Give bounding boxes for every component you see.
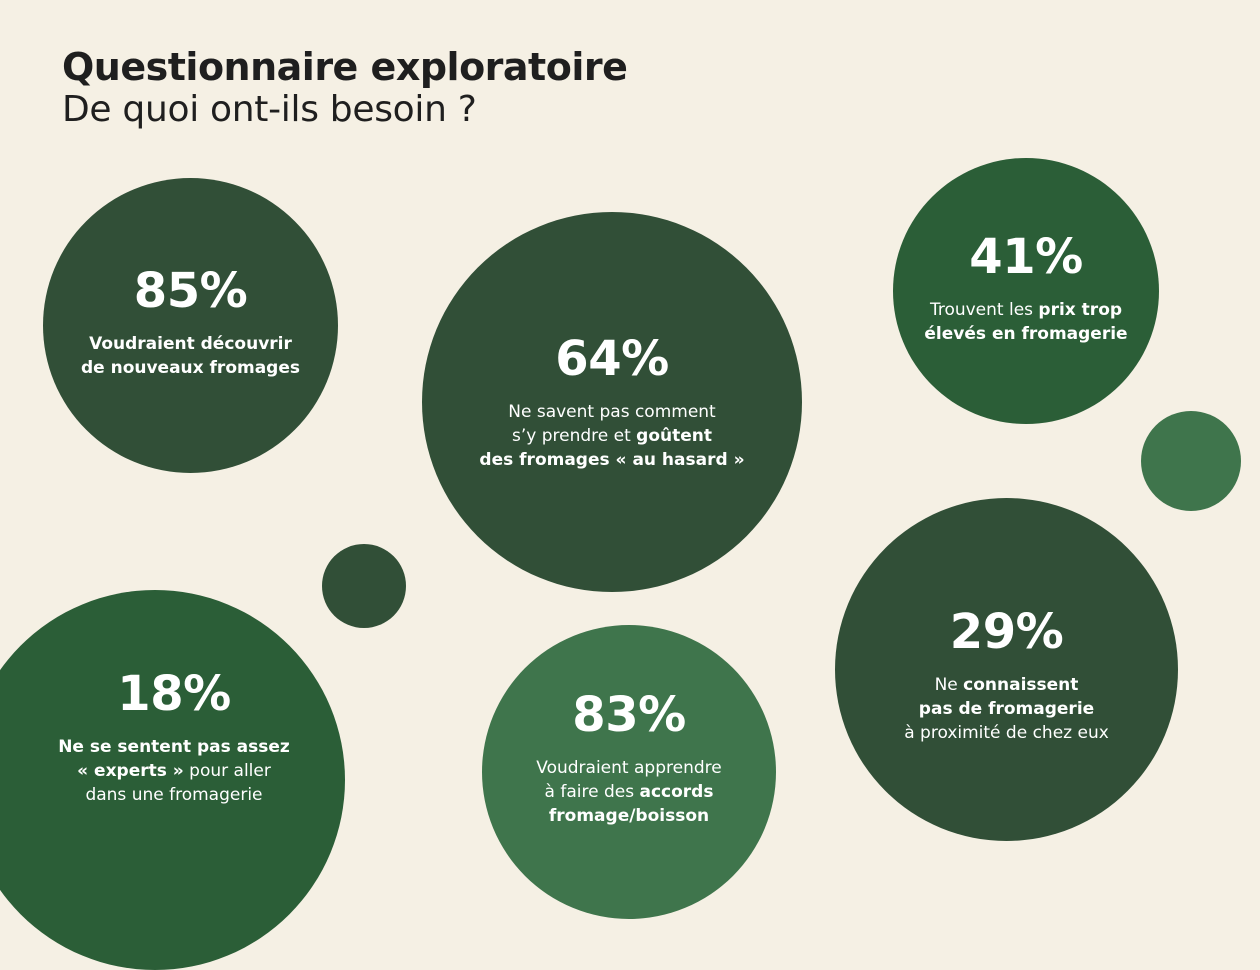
stat-description: Ne connaissent pas de fromagerie à proximi…: [904, 673, 1109, 745]
stat-description-line: de nouveaux fromages: [81, 356, 300, 380]
description-text: Ne: [934, 674, 964, 695]
emphasis-text: élevés en fromagerie: [924, 324, 1128, 344]
stat-bubble-pairings: 83% Voudraient apprendre à faire des acco…: [482, 625, 776, 919]
stat-description: Trouvent les prix trop élevés en fromager…: [924, 298, 1127, 346]
stat-percent: 18%: [117, 666, 231, 722]
stat-percent: 85%: [133, 262, 248, 319]
emphasis-text: fromage/boisson: [548, 806, 710, 826]
description-text: à proximité de chez eux: [904, 722, 1109, 743]
stat-bubble-proximity: 29% Ne connaissent pas de fromagerie à pro…: [835, 498, 1178, 841]
stat-description: Voudraient apprendre à faire des accords f…: [536, 756, 721, 828]
stat-percent: 41%: [969, 229, 1083, 285]
stat-description-line: pas de fromagerie: [904, 697, 1109, 721]
stat-bubble-experts: 18% Ne se sentent pas assez « experts » p…: [0, 590, 345, 970]
emphasis-text: des fromages « au hasard »: [479, 450, 745, 470]
page-header: Questionnaire exploratoire De quoi ont-i…: [62, 44, 628, 130]
description-text: dans une fromagerie: [85, 785, 263, 805]
decorative-circle-small: [322, 544, 406, 628]
emphasis-text: Voudraient découvrir: [89, 333, 292, 354]
emphasis-text: pas de fromagerie: [918, 698, 1095, 719]
stat-percent: 29%: [949, 603, 1064, 660]
stat-description-line: fromage/boisson: [536, 804, 721, 828]
stat-description-line: à proximité de chez eux: [904, 721, 1109, 745]
stat-description-line: Trouvent les prix trop: [924, 298, 1127, 322]
emphasis-text: goûtent: [636, 426, 712, 446]
description-text: s’y prendre et: [511, 426, 637, 446]
stat-description-line: Voudraient découvrir: [81, 332, 300, 356]
description-text: pour aller: [183, 761, 271, 781]
stat-description-line: Ne savent pas comment: [479, 400, 744, 424]
stat-bubble-prices: 41% Trouvent les prix trop élevés en from…: [893, 158, 1159, 424]
description-text: Ne savent pas comment: [508, 402, 716, 422]
stat-bubble-tasting: 64% Ne savent pas comment s’y prendre et …: [422, 212, 802, 592]
description-text: Trouvent les: [929, 300, 1039, 320]
stat-description-line: s’y prendre et goûtent: [479, 424, 744, 448]
page-title: Questionnaire exploratoire: [62, 45, 628, 89]
stat-description-line: Ne se sentent pas assez: [58, 735, 290, 759]
stat-description: Voudraient découvrir de nouveaux fromages: [81, 332, 300, 380]
emphasis-text: Ne se sentent pas assez: [58, 737, 290, 757]
decorative-circle-right: [1141, 411, 1241, 511]
emphasis-text: de nouveaux fromages: [80, 357, 301, 378]
stat-bubble-discover: 85% Voudraient découvrir de nouveaux from…: [43, 178, 338, 473]
stat-description-line: Voudraient apprendre: [536, 756, 721, 780]
stat-percent: 83%: [572, 687, 686, 743]
description-text: Voudraient apprendre: [536, 758, 722, 778]
emphasis-text: prix trop: [1038, 300, 1123, 320]
stat-description: Ne savent pas comment s’y prendre et goût…: [479, 400, 744, 472]
stat-description-line: élevés en fromagerie: [924, 322, 1127, 346]
stat-description: Ne se sentent pas assez « experts » pour …: [58, 735, 290, 807]
stat-description-line: dans une fromagerie: [58, 783, 290, 807]
stat-description-line: des fromages « au hasard »: [479, 448, 744, 472]
stat-percent: 64%: [555, 331, 669, 387]
emphasis-text: connaissent: [963, 674, 1079, 695]
emphasis-text: « experts »: [77, 761, 184, 781]
page-subtitle: De quoi ont-ils besoin ?: [62, 89, 477, 130]
stat-description-line: Ne connaissent: [904, 673, 1109, 697]
stat-description-line: « experts » pour aller: [58, 759, 290, 783]
emphasis-text: accords: [639, 782, 714, 802]
stat-description-line: à faire des accords: [536, 780, 721, 804]
description-text: à faire des: [544, 782, 640, 802]
